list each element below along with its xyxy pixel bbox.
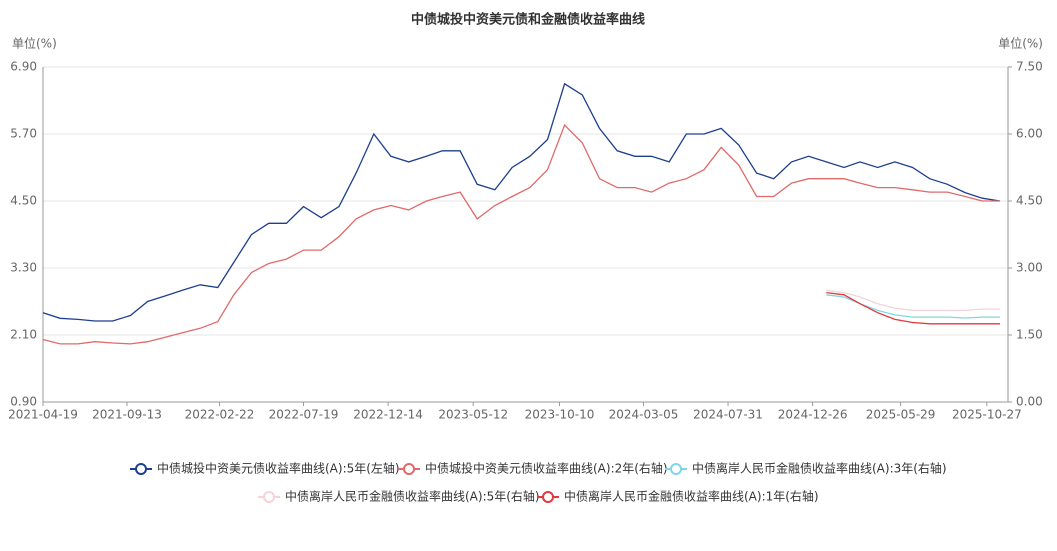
legend-label: 中债离岸人民币金融债收益率曲线(A):1年(右轴)	[564, 489, 819, 504]
x-tick-label: 2023-05-12	[438, 408, 508, 422]
legend-marker	[263, 491, 275, 503]
series-line	[826, 291, 1000, 325]
x-tick-label: 2024-07-31	[693, 408, 763, 422]
legend-label: 中债城投中资美元债收益率曲线(A):2年(右轴)	[425, 461, 668, 476]
y-tick-label: 4.50	[10, 194, 37, 208]
x-tick-label: 2024-12-26	[778, 408, 848, 422]
legend-label: 中债离岸人民币金融债收益率曲线(A):3年(右轴)	[692, 461, 947, 476]
x-tick-label: 2025-10-27	[952, 408, 1022, 422]
legend-label: 中债离岸人民币金融债收益率曲线(A):5年(右轴)	[285, 489, 540, 504]
y2-tick-label: 3.00	[1016, 261, 1043, 275]
y-tick-label: 0.90	[10, 395, 37, 409]
y-tick-label: 5.70	[10, 127, 37, 141]
chart-title: 中债城投中资美元债和金融债收益率曲线	[411, 12, 645, 28]
y2-tick-label: 1.50	[1016, 328, 1043, 342]
legend-marker	[135, 463, 147, 475]
y2-tick-label: 0.00	[1016, 395, 1043, 409]
legend: 中债城投中资美元债收益率曲线(A):5年(左轴) 中债城投中资美元债收益率曲线(A…	[130, 461, 947, 504]
y-tick-label: 6.90	[10, 60, 37, 74]
series-line	[826, 289, 1000, 312]
x-tick-label: 2021-04-19	[8, 408, 78, 422]
series-line	[826, 294, 1000, 319]
series-line	[42, 123, 1000, 345]
y2-axis-title: 单位(%)	[998, 36, 1043, 51]
x-tick-label: 2023-10-10	[525, 408, 595, 422]
y-tick-label: 3.30	[10, 261, 37, 275]
x-tick-label: 2022-02-22	[185, 408, 255, 422]
y2-tick-label: 6.00	[1016, 127, 1043, 141]
x-tick-label: 2025-05-29	[866, 408, 936, 422]
x-tick-label: 2022-07-19	[269, 408, 339, 422]
x-tick-label: 2024-03-05	[609, 408, 679, 422]
series-line	[42, 82, 1001, 322]
y-axis-title: 单位(%)	[12, 36, 57, 51]
legend-label: 中债城投中资美元债收益率曲线(A):5年(左轴)	[157, 461, 400, 476]
legend-marker	[670, 463, 682, 475]
legend-marker	[403, 463, 415, 475]
y2-tick-label: 7.50	[1016, 60, 1043, 74]
x-tick-label: 2021-09-13	[92, 408, 162, 422]
legend-marker	[542, 491, 554, 503]
y-tick-label: 2.10	[10, 328, 37, 342]
y2-tick-label: 4.50	[1016, 194, 1043, 208]
x-tick-label: 2022-12-14	[353, 408, 423, 422]
